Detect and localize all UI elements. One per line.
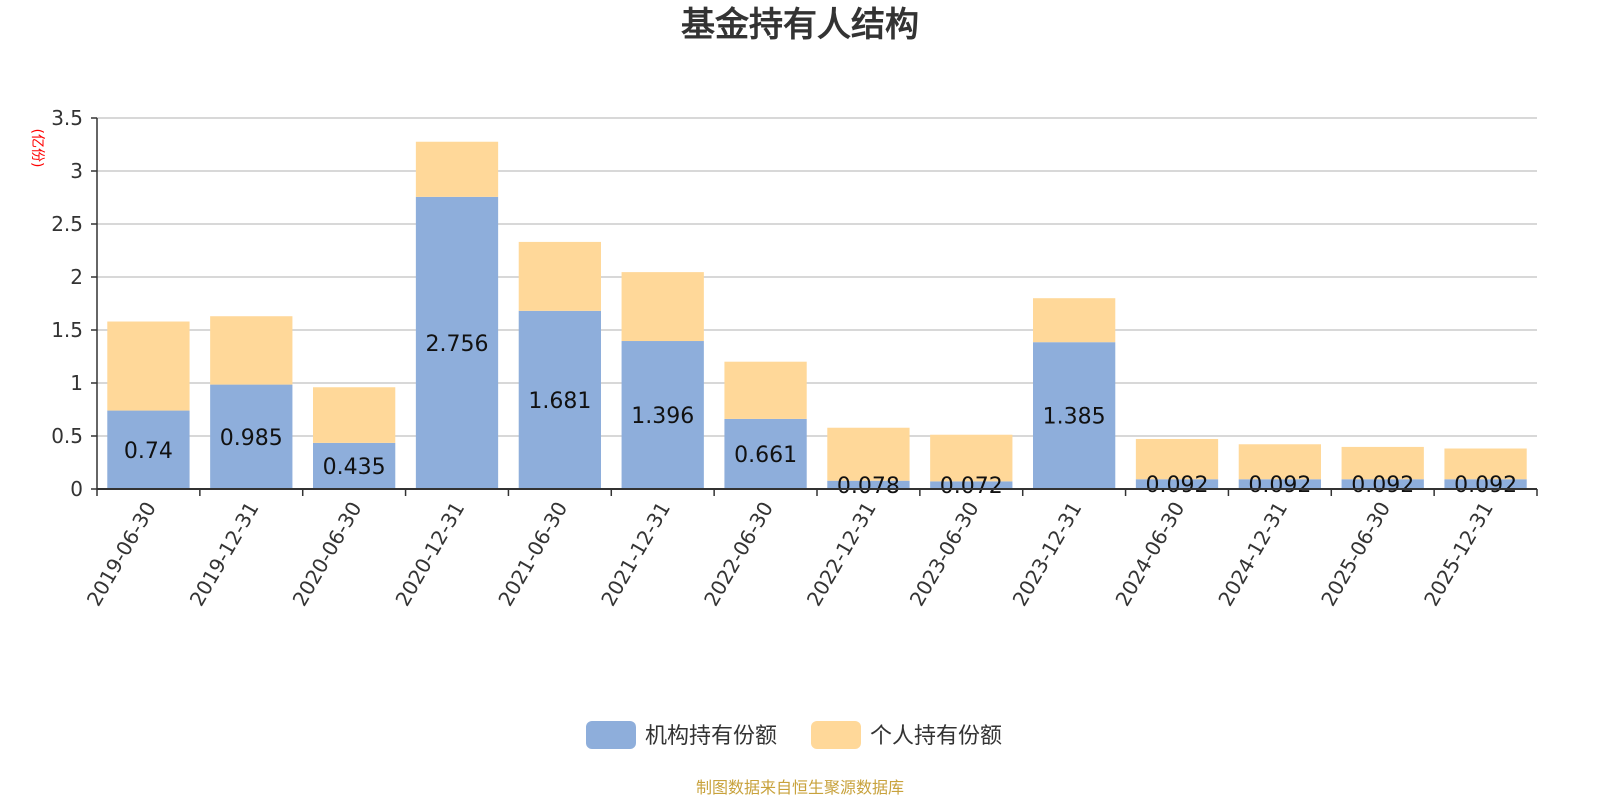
data-label: 0.078 <box>837 474 900 499</box>
data-label: 1.396 <box>631 404 694 429</box>
y-tick-label: 3 <box>70 159 83 183</box>
bar-individual <box>827 427 910 481</box>
bar-institutional <box>1341 479 1424 489</box>
bar-individual <box>518 241 601 311</box>
bar-individual <box>415 141 499 197</box>
data-label: 0.092 <box>1454 473 1517 498</box>
data-label: 0.74 <box>124 439 173 464</box>
x-tick-label: 2025-12-31 <box>1419 498 1498 611</box>
data-label: 0.985 <box>220 426 283 451</box>
gridlines <box>97 117 1537 437</box>
legend-swatch <box>586 721 636 749</box>
bar-individual <box>1444 448 1527 480</box>
bar-institutional <box>1444 479 1527 489</box>
bar-individual <box>1341 446 1424 480</box>
bar-institutional <box>930 481 1013 489</box>
bar-individual <box>210 316 293 385</box>
bars: 0.74 0.985 0.435 2.756 1.681 1.396 0.661 0.078 0… <box>107 141 1527 499</box>
bar-institutional <box>1238 479 1321 489</box>
data-label: 0.072 <box>940 474 1003 499</box>
bar-individual <box>724 361 807 419</box>
bar-institutional <box>621 341 704 489</box>
legend-label: 个人持有份额 <box>870 724 1002 749</box>
x-tick-label: 2019-12-31 <box>185 498 264 611</box>
data-label: 0.092 <box>1146 473 1209 498</box>
x-tick-label: 2022-12-31 <box>802 498 881 611</box>
chart-title: 基金持有人结构 <box>681 5 919 45</box>
x-tick-label: 2022-06-30 <box>699 498 778 611</box>
y-axis-unit-label: (亿份) <box>29 129 45 168</box>
data-label: 0.092 <box>1351 473 1414 498</box>
data-label: 2.756 <box>426 332 489 357</box>
x-tick-label: 2023-12-31 <box>1008 498 1087 611</box>
bar-institutional <box>518 310 601 489</box>
bar-institutional <box>313 442 396 489</box>
bar-individual <box>313 387 396 443</box>
x-tick-label: 2019-06-30 <box>82 498 161 611</box>
bar-individual <box>1238 444 1321 480</box>
source-note: 制图数据来自恒生聚源数据库 <box>696 778 904 797</box>
bar-institutional <box>724 418 807 489</box>
bar-individual <box>107 321 190 411</box>
x-tick-label: 2024-06-30 <box>1110 498 1189 611</box>
bar-individual <box>1135 438 1219 480</box>
data-label: 1.385 <box>1043 405 1106 430</box>
y-tick-label: 0 <box>70 477 83 501</box>
data-label: 0.092 <box>1248 473 1311 498</box>
bar-institutional <box>1135 479 1219 489</box>
y-tick-label: 0.5 <box>51 424 83 448</box>
x-tick-label: 2025-06-30 <box>1316 498 1395 611</box>
y-tick-label: 1 <box>70 371 83 395</box>
x-tick-label: 2021-12-31 <box>596 498 675 611</box>
x-tick-label: 2023-06-30 <box>905 498 984 611</box>
bar-individual <box>930 434 1013 482</box>
x-tick-label: 2024-12-31 <box>1213 498 1292 611</box>
bar-institutional <box>1033 342 1116 489</box>
bar-institutional <box>107 410 190 489</box>
bar-institutional <box>210 384 293 489</box>
y-tick-label: 1.5 <box>51 318 83 342</box>
bar-individual <box>621 272 704 342</box>
data-label: 0.661 <box>734 443 797 468</box>
y-tick-label: 3.5 <box>51 106 83 130</box>
x-tick-label: 2021-06-30 <box>493 498 572 611</box>
bar-individual <box>1033 298 1116 343</box>
legend-swatch <box>811 721 861 749</box>
legend-label: 机构持有份额 <box>645 724 777 749</box>
x-tick-label: 2020-06-30 <box>288 498 367 611</box>
y-tick-label: 2 <box>70 265 83 289</box>
bar-institutional <box>827 480 910 489</box>
bar-institutional <box>415 196 499 489</box>
data-label: 0.435 <box>323 455 386 480</box>
data-label: 1.681 <box>528 389 591 414</box>
y-tick-label: 2.5 <box>51 212 83 236</box>
legend[interactable]: 机构持有份额 个人持有份额 <box>586 721 1002 749</box>
x-tick-label: 2020-12-31 <box>390 498 469 611</box>
